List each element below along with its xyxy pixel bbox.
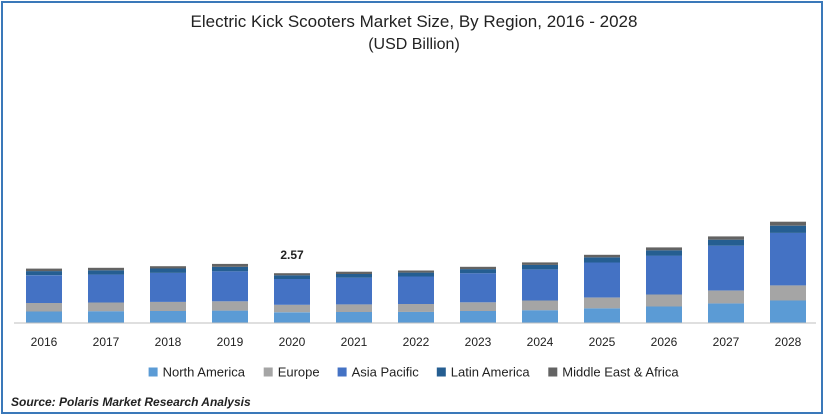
source-note: Source: Polaris Market Research Analysis xyxy=(11,395,251,409)
bar-segment-2024-3 xyxy=(522,264,558,270)
legend-swatch-3 xyxy=(436,367,446,377)
bar-segment-2021-2 xyxy=(336,277,372,305)
bar-segment-2026-1 xyxy=(646,294,682,307)
bar-segment-2021-4 xyxy=(336,271,372,274)
bar-segment-2027-4 xyxy=(708,236,744,240)
bar-segment-2020-2 xyxy=(274,279,310,305)
bar-segment-2026-3 xyxy=(646,250,682,256)
x-tick-label: 2019 xyxy=(217,335,244,349)
x-tick-label: 2028 xyxy=(775,335,802,349)
bar-segment-2025-4 xyxy=(584,254,620,258)
bar-segment-2023-0 xyxy=(460,311,496,323)
bar-segment-2026-4 xyxy=(646,247,682,251)
x-tick-label: 2020 xyxy=(279,335,306,349)
x-tick-label: 2018 xyxy=(155,335,182,349)
legend: North America Europe Asia Pacific Latin Ame… xyxy=(148,365,679,380)
bar-segment-2027-0 xyxy=(708,303,744,323)
stacked-bar-chart: 2016 2017 2018 2019 2020 2021 2022 2023 2024 2025… xyxy=(14,221,816,380)
bar-segment-2016-0 xyxy=(26,311,62,323)
bar-segment-2020-1 xyxy=(274,304,310,313)
bar-segment-2017-4 xyxy=(88,267,124,271)
bar-segment-2019-4 xyxy=(212,263,248,267)
bar-segment-2022-0 xyxy=(398,311,434,323)
bar-segment-2016-2 xyxy=(26,275,62,303)
bar-segment-2025-3 xyxy=(584,257,620,263)
legend-label-0: North America xyxy=(163,365,246,380)
bar-segment-2025-1 xyxy=(584,297,620,309)
bar-segment-2019-3 xyxy=(212,266,248,272)
bar-segment-2021-0 xyxy=(336,312,372,323)
legend-label-2: Asia Pacific xyxy=(352,365,420,380)
x-tick-label: 2025 xyxy=(589,335,616,349)
bar-segment-2026-2 xyxy=(646,255,682,295)
legend-swatch-0 xyxy=(148,367,158,377)
bar-segment-2016-3 xyxy=(26,271,62,276)
bar-segment-2028-4 xyxy=(770,221,806,226)
bar-segment-2019-1 xyxy=(212,301,248,311)
bar-segment-2028-1 xyxy=(770,285,806,301)
bar-segment-2016-1 xyxy=(26,303,62,312)
bar-segment-2020-3 xyxy=(274,275,310,279)
bar-segment-2025-2 xyxy=(584,262,620,298)
annotations: 2.57 xyxy=(280,248,304,262)
bar-segment-2024-1 xyxy=(522,300,558,311)
bar-segment-2023-4 xyxy=(460,266,496,270)
x-tick-label: 2016 xyxy=(31,335,58,349)
bar-segment-2027-2 xyxy=(708,245,744,291)
x-tick-label: 2023 xyxy=(465,335,492,349)
bar-segment-2023-2 xyxy=(460,273,496,303)
bar-segment-2020-0 xyxy=(274,312,310,323)
bar-segment-2017-0 xyxy=(88,311,124,323)
bar-segment-2016-4 xyxy=(26,268,62,272)
bar-segment-2024-2 xyxy=(522,269,558,301)
bar-segment-2018-1 xyxy=(150,301,186,311)
legend-swatch-1 xyxy=(263,367,273,377)
bar-segment-2027-1 xyxy=(708,290,744,304)
bar-segment-2028-2 xyxy=(770,232,806,286)
legend-swatch-4 xyxy=(548,367,558,377)
legend-label-4: Middle East & Africa xyxy=(562,365,679,380)
x-tick-label: 2022 xyxy=(403,335,430,349)
bar-segment-2025-0 xyxy=(584,308,620,323)
x-tick-label: 2024 xyxy=(527,335,554,349)
x-tick-label: 2021 xyxy=(341,335,368,349)
data-label-2020: 2.57 xyxy=(280,248,304,262)
bar-segment-2022-1 xyxy=(398,304,434,312)
legend-label-1: Europe xyxy=(278,365,320,380)
x-tick-labels: 2016 2017 2018 2019 2020 2021 2022 2023 2024 2025… xyxy=(31,335,802,349)
bar-segment-2021-1 xyxy=(336,304,372,312)
bar-segment-2021-3 xyxy=(336,274,372,278)
legend-swatch-2 xyxy=(337,367,347,377)
bar-segment-2024-0 xyxy=(522,310,558,323)
bar-segment-2018-0 xyxy=(150,311,186,323)
bar-segment-2023-1 xyxy=(460,302,496,311)
chart-subtitle: (USD Billion) xyxy=(368,36,460,53)
bar-segment-2019-0 xyxy=(212,310,248,323)
x-tick-label: 2026 xyxy=(651,335,678,349)
bar-segment-2022-3 xyxy=(398,272,434,277)
chart-title: Electric Kick Scooters Market Size, By R… xyxy=(190,12,638,31)
bar-segment-2028-3 xyxy=(770,225,806,233)
bar-segment-2026-0 xyxy=(646,306,682,323)
bar-segment-2019-2 xyxy=(212,271,248,302)
bar-segment-2028-0 xyxy=(770,300,806,323)
bar-segment-2017-3 xyxy=(88,270,124,275)
x-tick-label: 2017 xyxy=(93,335,120,349)
bar-segment-2017-2 xyxy=(88,274,124,303)
bar-segment-2020-4 xyxy=(274,273,310,276)
bar-segment-2018-4 xyxy=(150,266,186,269)
bar-segment-2022-2 xyxy=(398,276,434,304)
bar-segment-2023-3 xyxy=(460,269,496,274)
legend-label-3: Latin America xyxy=(451,365,531,380)
bar-segment-2024-4 xyxy=(522,262,558,265)
bar-segment-2018-3 xyxy=(150,268,186,273)
bar-segment-2017-1 xyxy=(88,302,124,312)
bar-segment-2022-4 xyxy=(398,270,434,273)
bar-segment-2027-3 xyxy=(708,239,744,246)
x-tick-label: 2027 xyxy=(713,335,740,349)
bar-segment-2018-2 xyxy=(150,273,186,302)
bars-group xyxy=(26,221,806,323)
